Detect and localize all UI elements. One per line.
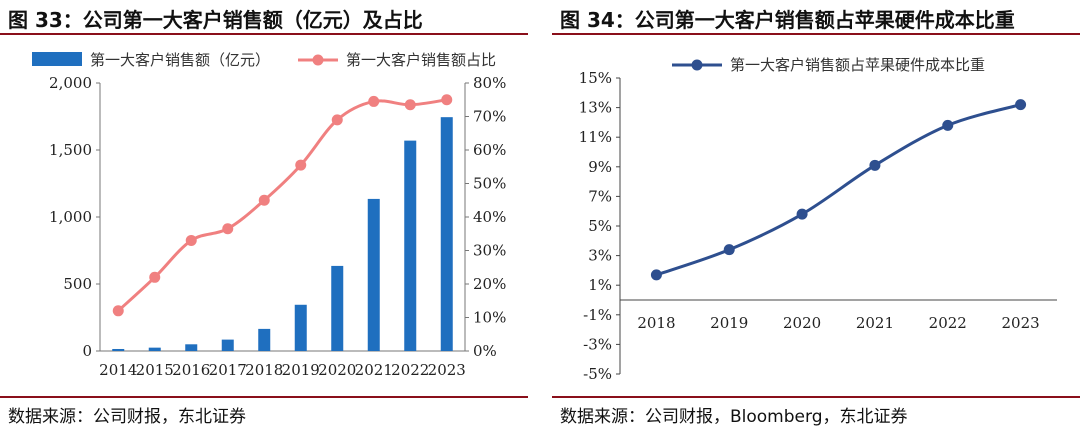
bar: [185, 344, 198, 351]
figure-34-source: 数据来源：公司财报，Bloomberg，东北证券: [560, 407, 908, 427]
figure-34-title: 图 34：公司第一大客户销售额占苹果硬件成本比重: [560, 8, 1015, 32]
ratio-point: [650, 269, 662, 281]
y-tick-label: 1%: [588, 276, 612, 294]
x-tick-label: 2021: [856, 314, 894, 332]
y-tick-label: 15%: [579, 69, 612, 87]
share-point: [404, 99, 416, 111]
right-y-tick-label: 70%: [473, 108, 506, 126]
title-divider: [0, 33, 528, 35]
x-tick-label: 2020: [783, 314, 821, 332]
ratio-point: [723, 244, 735, 256]
ratio-point: [942, 119, 954, 131]
share-line: [117, 98, 447, 312]
x-tick-label: 2022: [929, 314, 967, 332]
ratio-point: [1015, 99, 1027, 111]
bar: [148, 347, 161, 351]
right-y-tick-label: 60%: [473, 141, 506, 159]
figure-33-chart: 0 500 1,000 1,500 2,000 0% 10% 20% 30% 40% 50% 60% 7…: [32, 51, 506, 379]
bar: [258, 328, 271, 351]
legend-line-label: 第一大客户销售额占苹果硬件成本比重: [730, 56, 985, 74]
x-tick-label: 2019: [282, 361, 320, 379]
x-tick-label: 2022: [391, 361, 429, 379]
figure-34-chart: -5% -3% -1% 1% 3% 5% 7% 9% 11% 13% 15% 2018 2019 2020…: [579, 56, 1057, 383]
share-point: [222, 223, 234, 235]
share-point: [295, 159, 307, 171]
legend-bar-label: 第一大客户销售额（亿元）: [90, 51, 270, 69]
share-point: [258, 194, 270, 206]
x-tick-label: 2014: [99, 361, 137, 379]
x-tick-label: 2018: [637, 314, 675, 332]
y-tick-label: 3%: [588, 247, 612, 265]
x-tick-label: 2021: [355, 361, 393, 379]
x-tick-label: 2020: [318, 361, 356, 379]
legend-bar-swatch: [32, 52, 82, 66]
ratio-point: [869, 159, 881, 171]
figure-33-title: 图 33：公司第一大客户销售额（亿元）及占比: [8, 8, 423, 32]
share-point: [149, 271, 161, 283]
ratio-line: [655, 103, 1021, 277]
title-divider: [552, 33, 1080, 35]
bar: [112, 348, 125, 351]
y-tick-label: 13%: [579, 99, 612, 117]
source-divider: [552, 396, 1080, 398]
legend-line-marker: [691, 59, 703, 71]
y-tick-label: -3%: [583, 335, 612, 353]
x-tick-label: 2023: [1001, 314, 1039, 332]
y-tick-label: 7%: [588, 187, 612, 205]
right-y-tick-label: 30%: [473, 242, 506, 260]
figure-33-panel: 图 33：公司第一大客户销售额（亿元）及占比 0 500 1,000 1,500 2,0…: [0, 0, 528, 439]
left-y-tick-label: 0: [82, 342, 92, 360]
figure-33-source: 数据来源：公司财报，东北证券: [8, 407, 246, 427]
bar: [367, 198, 380, 351]
bar: [221, 339, 234, 351]
ratio-point: [796, 208, 808, 220]
x-tick-label: 2016: [172, 361, 210, 379]
share-point: [112, 305, 124, 317]
legend-line-label: 第一大客户销售额占比: [346, 51, 496, 69]
share-point: [368, 95, 380, 107]
x-tick-label: 2018: [245, 361, 283, 379]
y-tick-label: 9%: [588, 158, 612, 176]
x-tick-label: 2017: [209, 361, 247, 379]
right-y-tick-label: 10%: [473, 309, 506, 327]
share-point: [441, 94, 453, 106]
share-point: [331, 114, 343, 126]
left-y-tick-label: 1,000: [49, 208, 92, 226]
right-y-tick-label: 40%: [473, 208, 506, 226]
x-tick-label: 2019: [710, 314, 748, 332]
left-y-tick-label: 2,000: [49, 74, 92, 92]
x-tick-label: 2015: [136, 361, 174, 379]
right-y-tick-label: 0%: [473, 342, 497, 360]
y-tick-label: -1%: [583, 306, 612, 324]
x-tick-label: 2023: [428, 361, 466, 379]
legend-line-marker: [312, 54, 324, 66]
right-y-tick-label: 80%: [473, 74, 506, 92]
right-y-tick-label: 50%: [473, 175, 506, 193]
bar: [294, 304, 307, 351]
y-tick-label: -5%: [583, 365, 612, 383]
left-y-tick-label: 1,500: [49, 141, 92, 159]
figure-34-panel: 图 34：公司第一大客户销售额占苹果硬件成本比重 -5% -3% -1% 1% 3% 5%…: [552, 0, 1080, 439]
right-y-tick-label: 20%: [473, 275, 506, 293]
bar: [331, 265, 344, 351]
share-point: [185, 234, 197, 246]
bar: [404, 140, 417, 351]
left-y-tick-label: 500: [63, 275, 92, 293]
y-tick-label: 11%: [579, 128, 612, 146]
y-tick-label: 5%: [588, 217, 612, 235]
source-divider: [0, 396, 528, 398]
bar: [440, 117, 453, 351]
